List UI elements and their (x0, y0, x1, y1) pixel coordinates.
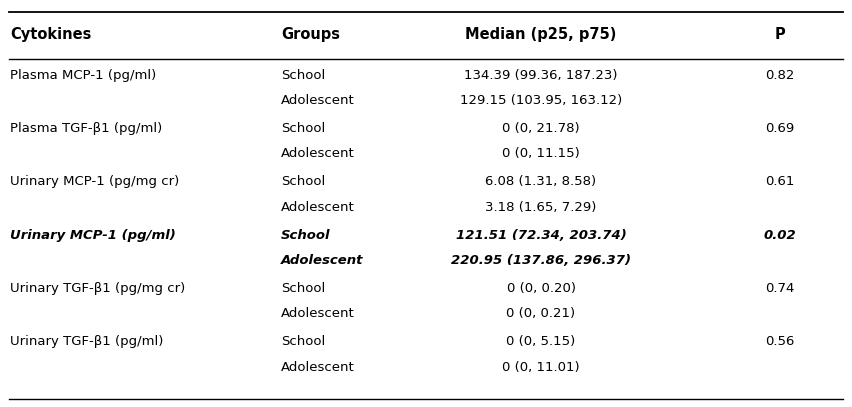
Text: School: School (281, 122, 325, 135)
Text: School: School (281, 335, 325, 348)
Text: 0.61: 0.61 (765, 175, 794, 188)
Text: Adolescent: Adolescent (281, 254, 364, 267)
Text: 0.82: 0.82 (765, 69, 794, 82)
Text: 134.39 (99.36, 187.23): 134.39 (99.36, 187.23) (464, 69, 618, 82)
Text: 0.69: 0.69 (765, 122, 794, 135)
Text: School: School (281, 282, 325, 295)
Text: 129.15 (103.95, 163.12): 129.15 (103.95, 163.12) (460, 94, 622, 107)
Text: 0.56: 0.56 (765, 335, 794, 348)
Text: 121.51 (72.34, 203.74): 121.51 (72.34, 203.74) (456, 229, 626, 242)
Text: Adolescent: Adolescent (281, 147, 355, 160)
Text: Urinary TGF-β1 (pg/ml): Urinary TGF-β1 (pg/ml) (10, 335, 164, 348)
Text: Groups: Groups (281, 27, 340, 42)
Text: School: School (281, 229, 331, 242)
Text: School: School (281, 69, 325, 82)
Text: Median (p25, p75): Median (p25, p75) (465, 27, 617, 42)
Text: 0 (0, 5.15): 0 (0, 5.15) (506, 335, 576, 348)
Text: 0.74: 0.74 (765, 282, 794, 295)
Text: Urinary TGF-β1 (pg/mg cr): Urinary TGF-β1 (pg/mg cr) (10, 282, 186, 295)
Text: 6.08 (1.31, 8.58): 6.08 (1.31, 8.58) (486, 175, 596, 188)
Text: 0 (0, 11.01): 0 (0, 11.01) (502, 361, 580, 374)
Text: 0.02: 0.02 (763, 229, 796, 242)
Text: 0 (0, 11.15): 0 (0, 11.15) (502, 147, 580, 160)
Text: 0 (0, 0.20): 0 (0, 0.20) (507, 282, 575, 295)
Text: Adolescent: Adolescent (281, 201, 355, 214)
Text: 220.95 (137.86, 296.37): 220.95 (137.86, 296.37) (451, 254, 631, 267)
Text: P: P (774, 27, 785, 42)
Text: Cytokines: Cytokines (10, 27, 92, 42)
Text: Urinary MCP-1 (pg/ml): Urinary MCP-1 (pg/ml) (10, 229, 176, 242)
Text: Plasma TGF-β1 (pg/ml): Plasma TGF-β1 (pg/ml) (10, 122, 163, 135)
Text: 3.18 (1.65, 7.29): 3.18 (1.65, 7.29) (486, 201, 596, 214)
Text: Adolescent: Adolescent (281, 361, 355, 374)
Text: Adolescent: Adolescent (281, 307, 355, 320)
Text: Urinary MCP-1 (pg/mg cr): Urinary MCP-1 (pg/mg cr) (10, 175, 180, 188)
Text: 0 (0, 21.78): 0 (0, 21.78) (502, 122, 580, 135)
Text: Adolescent: Adolescent (281, 94, 355, 107)
Text: School: School (281, 175, 325, 188)
Text: 0 (0, 0.21): 0 (0, 0.21) (506, 307, 576, 320)
Text: Plasma MCP-1 (pg/ml): Plasma MCP-1 (pg/ml) (10, 69, 157, 82)
